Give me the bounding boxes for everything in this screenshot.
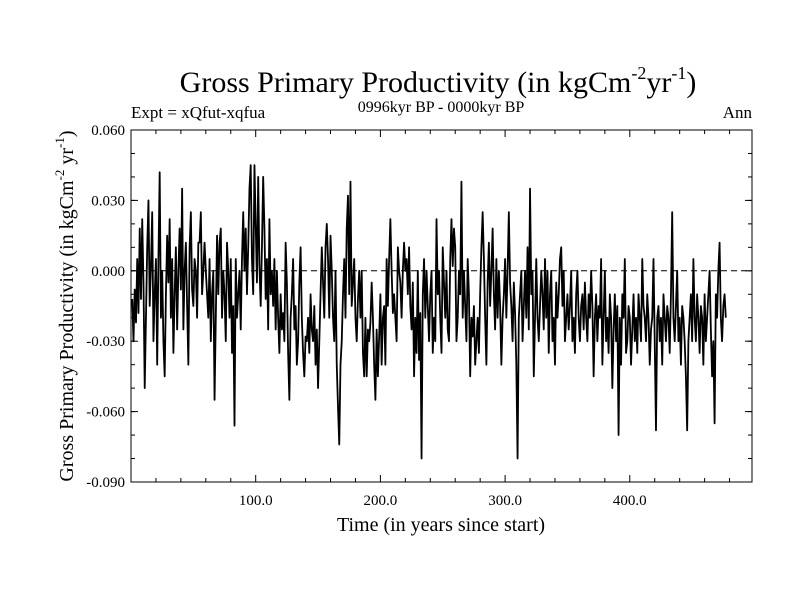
- y-tick-label: -0.060: [86, 405, 125, 421]
- plot-frame: [130, 129, 753, 483]
- y-tick-label: -0.030: [86, 334, 125, 350]
- y-tick-label: 0.000: [91, 264, 125, 280]
- y-axis-label-sup2: -1: [52, 137, 67, 148]
- series-line: [131, 164, 727, 460]
- x-tick-label: 400.0: [613, 493, 647, 509]
- chart-title-sup2: -1: [671, 63, 686, 83]
- x-tick-label: 100.0: [239, 493, 273, 509]
- x-axis-ticks: 100.0 200.0 300.0 400.0: [155, 130, 731, 509]
- y-axis-label-main: Gross Primary Productivity (in kgCm: [56, 180, 78, 482]
- chart-title-end: ): [686, 66, 696, 99]
- y-tick-label: -0.090: [86, 475, 125, 491]
- x-axis-label: Time (in years since start): [337, 514, 545, 536]
- y-axis-label: Gross Primary Productivity (in kgCm-2 yr…: [52, 130, 78, 481]
- chart-title-main: Gross Primary Productivity (in kgCm: [180, 66, 632, 99]
- y-axis-label-sup1: -2: [52, 170, 67, 181]
- y-axis-label-mid: yr: [56, 148, 78, 170]
- experiment-label: Expt = xQfut-xqfua: [131, 103, 266, 122]
- chart-title-sup1: -2: [631, 63, 646, 83]
- y-axis-ticks: 0.060 0.030 0.000 -0.030 -0.060 -0.090: [86, 123, 752, 491]
- x-tick-label: 200.0: [364, 493, 398, 509]
- time-range-label: 0996kyr BP - 0000kyr BP: [358, 99, 525, 116]
- y-tick-label: 0.060: [91, 123, 125, 139]
- chart-title-mid: yr: [646, 66, 671, 99]
- y-axis-label-end: ): [56, 130, 78, 137]
- season-label: Ann: [723, 103, 753, 122]
- chart-title: Gross Primary Productivity (in kgCm-2yr-…: [180, 63, 697, 99]
- x-tick-label: 300.0: [488, 493, 522, 509]
- series-group: [131, 164, 727, 460]
- y-tick-label: 0.030: [91, 193, 125, 209]
